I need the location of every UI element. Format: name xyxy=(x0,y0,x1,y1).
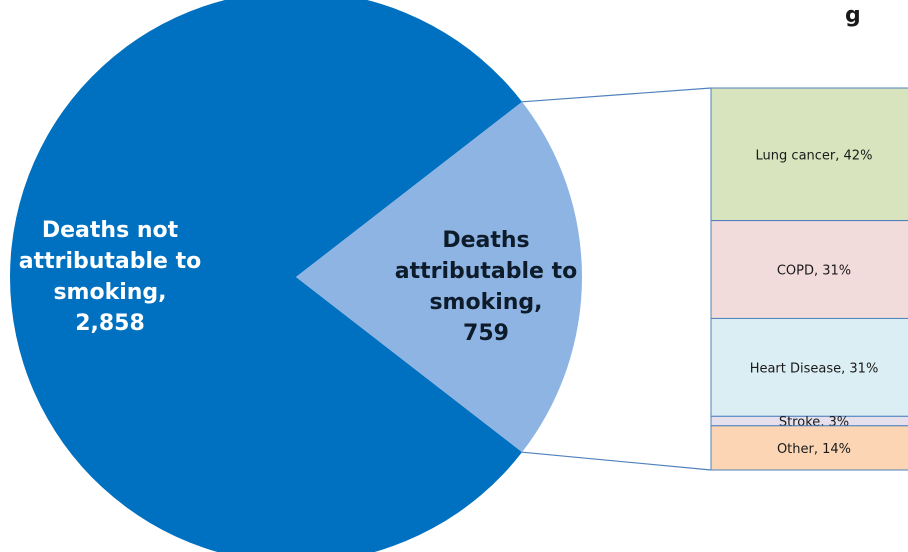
pie-label-attributable: Deaths attributable to smoking, 759 xyxy=(395,228,578,346)
pie: Deaths not attributable to smoking, 2,858 De… xyxy=(10,0,583,552)
connector-lines xyxy=(522,87,712,471)
breakdown-bar: Lung cancer, 42% COPD, 31% Heart Disease, … xyxy=(710,87,908,471)
bar-label-heart-disease: Heart Disease, 31% xyxy=(750,361,879,376)
chart-title-fragment: g xyxy=(845,3,861,28)
bar-segment-heart-disease xyxy=(710,317,908,417)
connector-line-bottom xyxy=(522,451,712,471)
pie-slice-attributable xyxy=(296,101,583,453)
bar-segment-lung-cancer xyxy=(710,87,908,222)
bar-label-other: Other, 14% xyxy=(777,442,851,457)
bar-label-copd: COPD, 31% xyxy=(777,264,851,279)
connector-line-top xyxy=(522,87,712,103)
bar-segment-other xyxy=(710,425,908,471)
pie-slice-not-attributable xyxy=(10,0,523,552)
pie-label-not-attributable: Deaths not attributable to smoking, 2,858 xyxy=(19,218,202,336)
bar-label-lung-cancer: Lung cancer, 42% xyxy=(756,148,873,163)
